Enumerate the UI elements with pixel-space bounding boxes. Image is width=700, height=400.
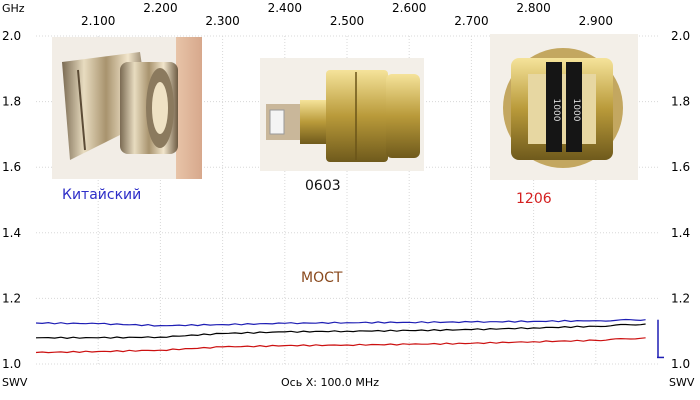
series-line-0: [35, 318, 646, 327]
x-axis-top: 2.100 2.200 2.300 2.400 2.500 2.600 2.700 2.800…: [81, 1, 613, 28]
y-tick-label-left: 2.0: [2, 29, 21, 43]
series-line-2: [35, 337, 646, 354]
y-tick-label-right: 1.4: [671, 226, 690, 240]
y-tick-label-left: 1.0: [2, 357, 21, 371]
y-tick-label-right: 1.6: [671, 160, 690, 174]
y-axis-left: 2.0 1.8 1.6 1.4 1.2 1.0: [2, 29, 21, 371]
top-axis-unit: GHz: [2, 2, 25, 15]
y-tick-label-left: 1.8: [2, 95, 21, 109]
x-tick-label: 2.600: [392, 1, 426, 15]
right-axis-unit: SWV: [669, 376, 695, 389]
photo-layer: 1000 1000: [52, 34, 638, 180]
photo-sma-with-1206: 1000 1000: [490, 34, 638, 180]
y-tick-label-left: 1.4: [2, 226, 21, 240]
resistor-marking: 1000: [551, 99, 561, 122]
annotation-1206: 1206: [516, 191, 552, 207]
photo-sma-connector: [52, 37, 202, 179]
x-tick-label: 2.400: [268, 1, 302, 15]
x-tick-label: 2.500: [330, 14, 364, 28]
x-tick-label: 2.200: [143, 1, 177, 15]
y-tick-label-right: 1.0: [671, 357, 690, 371]
series-line-1: [35, 323, 646, 340]
left-axis-unit: SWV: [2, 376, 28, 389]
annotation-0603: 0603: [305, 178, 341, 194]
y-axis-right: 2.0 1.8 1.6 1.4 1.2 1.0: [671, 29, 690, 371]
resistor-marking-2: 1000: [571, 99, 581, 122]
y-tick-label-left: 1.6: [2, 160, 21, 174]
y-tick-label-right: 1.8: [671, 95, 690, 109]
annotation-kitaisky: Китайский: [62, 187, 141, 203]
x-tick-label: 2.800: [516, 1, 550, 15]
photo-sma-with-0603: [260, 58, 424, 171]
x-axis-label: Ось Х: 100.0 MHz: [281, 376, 379, 389]
x-tick-label: 2.100: [81, 14, 115, 28]
y-tick-label-left: 1.2: [2, 291, 21, 305]
x-tick-label: 2.900: [579, 14, 613, 28]
annotation-most: МОСТ: [301, 270, 343, 286]
x-tick-label: 2.300: [205, 14, 239, 28]
y-tick-label-right: 1.2: [671, 291, 690, 305]
series-layer: [35, 318, 664, 359]
x-tick-label: 2.700: [454, 14, 488, 28]
y-tick-label-right: 2.0: [671, 29, 690, 43]
